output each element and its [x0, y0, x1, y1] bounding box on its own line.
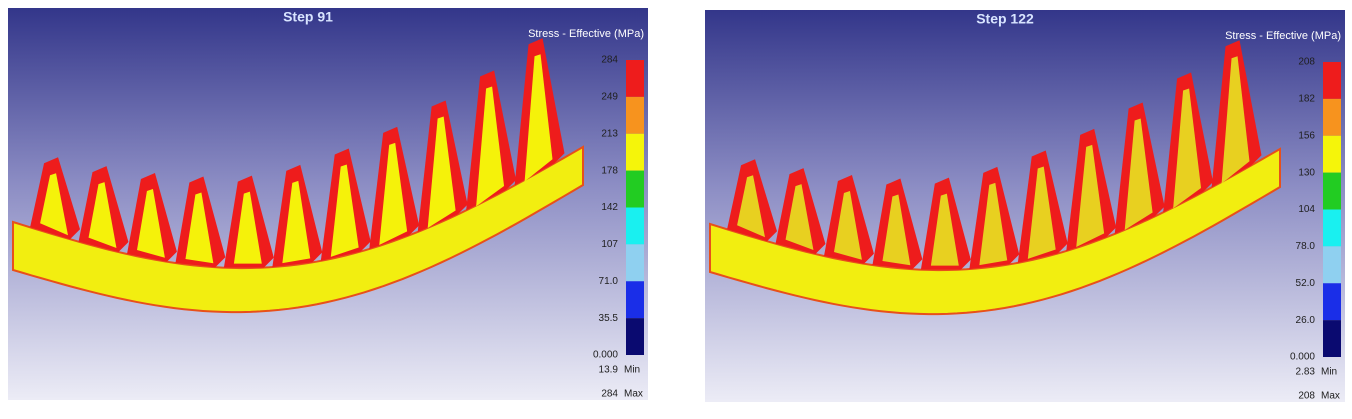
scale-label: 249: [601, 92, 618, 103]
step-title: Step 91: [283, 9, 333, 25]
scale-label: 208: [1298, 57, 1315, 68]
gear-body: [709, 147, 1281, 316]
gear-body: [12, 145, 584, 314]
color-band: [1323, 98, 1341, 136]
color-band: [626, 207, 644, 245]
color-band: [626, 133, 644, 171]
gear-tooth-face: [185, 192, 214, 264]
min-value: 2.83: [1296, 367, 1316, 378]
gear-tooth-face: [88, 182, 117, 249]
step-title: Step 122: [976, 11, 1034, 27]
gear-tooth-face: [330, 164, 359, 257]
gear-tooth-face: [1027, 166, 1056, 259]
color-band: [1323, 246, 1341, 284]
gear-model: [12, 38, 584, 314]
color-band: [1323, 62, 1341, 99]
scale-label: 284: [601, 55, 618, 66]
scale-label: 0.000: [593, 350, 618, 361]
scale-label: 71.0: [599, 276, 619, 287]
color-band: [1323, 172, 1341, 210]
scale-label: 107: [601, 239, 618, 250]
color-band: [1323, 209, 1341, 247]
gear-model: [709, 40, 1281, 316]
scale-label: 0.000: [1290, 352, 1315, 363]
max-value: 284: [601, 389, 618, 400]
color-band: [626, 244, 644, 282]
scale-label: 213: [601, 128, 618, 139]
scale-label: 178: [601, 165, 618, 176]
scale-label: 104: [1298, 204, 1315, 215]
gear-tooth-face: [882, 194, 911, 266]
viewport-panel: Step 122 Stress - Effective (MPa) 208 182 15…: [705, 10, 1345, 402]
min-label: Min: [624, 365, 640, 376]
gear-tooth-face: [1124, 118, 1153, 230]
legend-title: Stress - Effective (MPa): [528, 28, 644, 40]
scale-label: 26.0: [1296, 315, 1316, 326]
min-label: Min: [1321, 367, 1337, 378]
gear-tooth-face: [40, 173, 68, 236]
gear-tooth-face: [930, 193, 959, 266]
gear-tooth-face: [233, 191, 262, 264]
gear-tooth-face: [834, 191, 862, 260]
gear-tooth-face: [1076, 144, 1105, 248]
gear-tooth-face: [785, 184, 814, 251]
scale-label: 156: [1298, 130, 1315, 141]
max-value: 208: [1298, 391, 1315, 402]
color-band: [1323, 283, 1341, 321]
gear-tooth-face: [282, 180, 311, 264]
color-band: [626, 318, 644, 355]
gear-tooth-face: [737, 175, 765, 238]
gear-tooth-face: [979, 182, 1008, 266]
max-label: Max: [624, 389, 643, 400]
scale-label: 52.0: [1296, 278, 1316, 289]
gear-tooth-face: [1221, 56, 1250, 184]
scale-label: 35.5: [599, 313, 619, 324]
scale-label: 142: [601, 202, 618, 213]
gear-tooth-face: [427, 116, 456, 228]
gear-tooth-face: [137, 189, 165, 258]
gear-tooth-face: [476, 86, 505, 207]
color-band: [626, 60, 644, 97]
color-band: [626, 170, 644, 208]
gear-tooth-face: [379, 142, 408, 246]
max-label: Max: [1321, 391, 1340, 402]
scale-label: 130: [1298, 167, 1315, 178]
color-band: [626, 96, 644, 134]
legend-title: Stress - Effective (MPa): [1225, 30, 1341, 42]
min-value: 13.9: [599, 365, 619, 376]
scale-label: 78.0: [1296, 241, 1316, 252]
viewport-panel: Step 91 Stress - Effective (MPa) 284 249 213…: [8, 8, 648, 400]
gear-tooth-face: [524, 54, 553, 182]
scale-label: 182: [1298, 94, 1315, 105]
gear-tooth-face: [1173, 88, 1202, 209]
color-band: [1323, 320, 1341, 357]
color-band: [626, 281, 644, 319]
color-band: [1323, 135, 1341, 173]
